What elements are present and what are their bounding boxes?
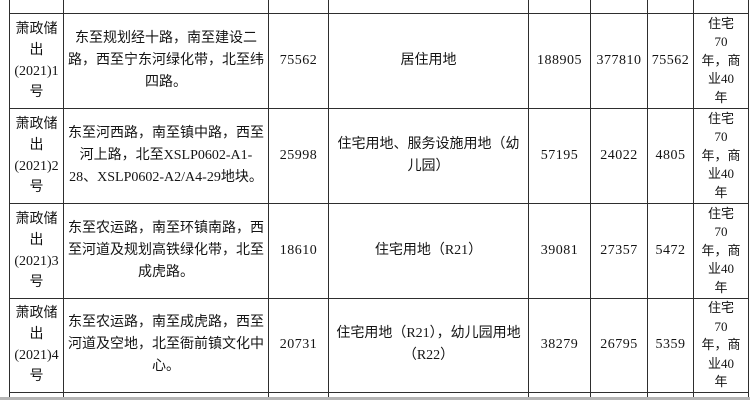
tenure-line: 住宅 [707,300,734,315]
parcel-id-line: 号 [29,369,44,385]
parcel-id-line: (2021)4 [14,348,59,364]
tenure-line: 70 [714,34,728,50]
parcel-id-line: (2021)3 [14,254,59,269]
value-cell: 39081 [528,203,591,299]
land-use-cell: 住宅用地、服务设施用地（幼儿园） [328,108,529,204]
value-cell: 5359 [647,298,694,393]
tenure-line: 年 [714,374,728,390]
parcel-id-line: 号 [29,85,44,100]
parcel-id-cell: 萧政储 出 (2021)4 号 [9,298,64,393]
land-use-cell: 居住用地 [328,13,529,109]
value-cell: 75562 [647,13,694,109]
empty-cell [693,391,749,400]
value-cell: 5472 [647,203,694,299]
parcel-id-line: 出 [29,327,44,343]
value-cell: 27357 [590,203,648,299]
table-row-cropped-bottom [9,391,749,400]
boundary-cell: 东至规划经十路，南至建设二路，西至宁东河绿化带，北至纬四路。 [63,13,269,109]
parcel-id-line: 出 [29,138,44,153]
parcel-id-line: 号 [29,275,44,290]
table-row: 萧政储 出 (2021)3 号 东至农运路，南至环镇南路，西至河道及规划高铁绿化… [9,203,749,299]
tenure-line: 70 [714,129,728,145]
parcel-id-line: 萧政储 [15,117,58,132]
tenure-line: 住宅 [707,110,734,126]
value-cell: 377810 [590,13,648,109]
parcel-id-line: (2021)1 [14,64,59,79]
boundary-cell: 东至农运路，南至环镇南路，西至河道及规划高铁绿化带，北至成虎路。 [63,203,269,299]
empty-cell [647,0,694,14]
parcel-id-line: 萧政储 [15,22,58,37]
tenure-line: 70 [714,318,728,334]
land-parcel-table: 萧政储 出 (2021)1 号 东至规划经十路，南至建设二路，西至宁东河绿化带，… [9,0,749,400]
tenure-cell: 住宅 70 年，商 业40 年 [693,203,749,299]
tenure-cell: 住宅 70 年，商 业40 年 [693,13,749,109]
parcel-id-line: 出 [29,43,44,58]
empty-cell [268,0,329,14]
parcel-id-line: 出 [29,233,44,248]
boundary-cell: 东至河西路，南至镇中路，西至河上路，北至XSLP0602-A1-28、XSLP0… [63,108,269,204]
empty-cell [9,0,64,14]
tenure-line: 年，商 [701,242,741,258]
value-cell: 188905 [528,13,591,109]
value-cell: 4805 [647,108,694,204]
tenure-line: 住宅 [707,205,734,221]
parcel-id-line: 萧政储 [15,212,58,227]
table-row: 萧政储 出 (2021)2 号 东至河西路，南至镇中路，西至河上路，北至XSLP… [9,108,749,204]
area-cell: 25998 [268,108,329,204]
area-cell: 20731 [268,298,329,393]
tenure-line: 年 [714,89,728,105]
tenure-line: 住宅 [707,15,734,31]
table-row: 萧政储 出 (2021)4 号 东至农运路，南至成虎路，西至河道及空地，北至衙前… [9,298,749,393]
tenure-line: 年 [714,279,728,295]
boundary-cell: 东至农运路，南至成虎路，西至河道及空地，北至衙前镇文化中心。 [63,298,269,393]
parcel-id-line: 萧政储 [15,306,58,322]
tenure-cell: 住宅 70 年，商 业40 年 [693,108,749,204]
table-row-cropped-top [9,0,749,14]
area-cell: 75562 [268,13,329,109]
empty-cell [328,0,529,14]
tenure-line: 业40 [707,355,734,371]
parcel-id-cell: 萧政储 出 (2021)3 号 [9,203,64,299]
area-cell: 18610 [268,203,329,299]
tenure-cell: 住宅 70 年，商 业40 年 [693,298,749,393]
bottom-edge-divider [0,397,750,400]
tenure-line: 年 [714,184,728,200]
parcel-id-cell: 萧政储 出 (2021)1 号 [9,13,64,109]
tenure-line: 年，商 [701,52,741,68]
value-cell: 38279 [528,298,591,393]
tenure-line: 70 [714,224,728,240]
parcel-id-cell: 萧政储 出 (2021)2 号 [9,108,64,204]
land-use-cell: 住宅用地（R21），幼儿园用地（R22） [328,298,529,393]
value-cell: 26795 [590,298,648,393]
empty-cell [693,0,749,14]
empty-cell [63,0,269,14]
table-row: 萧政储 出 (2021)1 号 东至规划经十路，南至建设二路，西至宁东河绿化带，… [9,13,749,109]
tenure-line: 业40 [707,71,734,87]
empty-cell [528,0,591,14]
parcel-id-line: (2021)2 [14,159,59,174]
tenure-line: 年，商 [701,147,741,163]
empty-cell [590,0,648,14]
value-cell: 24022 [590,108,648,204]
parcel-id-line: 号 [29,180,44,195]
tenure-line: 业40 [707,261,734,277]
value-cell: 57195 [528,108,591,204]
tenure-line: 业40 [707,166,734,182]
tenure-line: 年，商 [701,337,741,353]
land-use-cell: 住宅用地（R21） [328,203,529,299]
